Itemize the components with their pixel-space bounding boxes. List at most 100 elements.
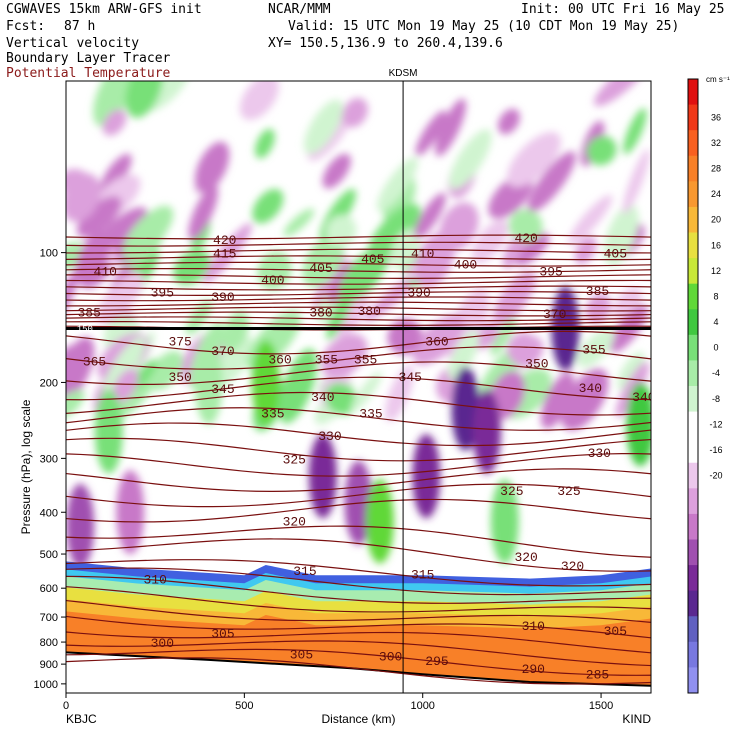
- theta-label: 305: [604, 624, 627, 639]
- wave-cell: [622, 149, 650, 214]
- x-tick-label: 0: [63, 700, 69, 712]
- theta-label: 330: [318, 429, 341, 444]
- colorbar-segment: [688, 411, 698, 438]
- theta-label: 395: [151, 285, 174, 300]
- y-tick-label: 700: [40, 612, 58, 624]
- wave-cell: [257, 251, 292, 290]
- theta-contour: [66, 376, 651, 401]
- wave-cell: [577, 329, 615, 368]
- theta-label: 345: [399, 370, 422, 385]
- colorbar-segment: [688, 360, 698, 387]
- wave-cell: [66, 389, 85, 420]
- colorbar-segment: [688, 258, 698, 285]
- x-tick-label: 500: [235, 700, 253, 712]
- colorbar-segment: [688, 386, 698, 413]
- colorbar-segment: [688, 667, 698, 694]
- theta-label: 390: [407, 285, 430, 300]
- theta-label: 340: [311, 390, 334, 405]
- wave-cell: [93, 81, 135, 127]
- colorbar-segment: [688, 513, 698, 540]
- theta-contour: [66, 631, 651, 654]
- wave-cell: [497, 108, 520, 135]
- wave-cell: [76, 196, 122, 238]
- colorbar-segment: [688, 232, 698, 259]
- theta-contour: [66, 361, 651, 386]
- x-axis-label: Distance (km): [321, 712, 395, 726]
- wave-cell: [321, 333, 368, 378]
- theta-label: 350: [525, 357, 548, 372]
- theta-contour: [66, 437, 651, 462]
- velocity-cell: [94, 389, 123, 474]
- theta-label: 355: [315, 352, 338, 367]
- colorbar-tick-label: 24: [711, 189, 721, 199]
- theta-contour: [66, 483, 651, 508]
- theta-contour: [66, 525, 651, 558]
- y-tick-label: 100: [40, 248, 58, 260]
- right-station-label: KIND: [622, 712, 651, 726]
- theta-contour: [66, 407, 651, 431]
- colorbar-segment: [688, 309, 698, 336]
- theta-contour: [66, 498, 651, 523]
- theta-label: 370: [543, 307, 566, 322]
- colorbar-tick-label: -12: [709, 419, 722, 429]
- theta-contour: [66, 316, 651, 322]
- theta-label: 380: [309, 306, 332, 321]
- model-title: CGWAVES 15km ARW-GFS init: [6, 2, 202, 17]
- wave-cell: [414, 192, 446, 239]
- field-label-potential-temperature: Potential Temperature: [6, 66, 171, 81]
- wave-cell: [322, 153, 351, 189]
- theta-label: 385: [586, 284, 609, 299]
- theta-label: 295: [425, 654, 448, 669]
- cross-section-coords: XY= 150.5,136.9 to 260.4,139.6: [268, 36, 503, 51]
- forecast-label: Fcst:: [6, 19, 46, 34]
- init-time: Init: 00 UTC Fri 16 May 25: [521, 2, 725, 17]
- theta-contour: [66, 274, 651, 279]
- theta-label: 300: [151, 636, 174, 651]
- theta-label: 405: [309, 261, 332, 276]
- colorbar-tick-label: 28: [711, 164, 721, 174]
- theta-contour: [66, 255, 651, 261]
- colorbar-tick-label: 32: [711, 138, 721, 148]
- wave-cell: [415, 110, 447, 156]
- wave-cell: [325, 214, 357, 248]
- colorbar-tick-label: 0: [713, 343, 718, 353]
- theta-label: 420: [514, 231, 537, 246]
- colorbar-segment: [688, 462, 698, 489]
- terrain-outline: [66, 651, 651, 687]
- y-tick-label: 1000: [34, 679, 58, 691]
- wave-cell: [540, 372, 575, 429]
- theta-contour: [66, 575, 651, 604]
- theta-contour: [66, 453, 651, 477]
- theta-label: 410: [94, 264, 117, 279]
- colorbar-tick-label: -8: [712, 394, 720, 404]
- wave-cell: [188, 184, 219, 241]
- theta-label: 415: [213, 247, 236, 262]
- colorbar-segment: [688, 437, 698, 464]
- wave-cell: [574, 236, 597, 265]
- wave-cell: [376, 157, 418, 211]
- theta-label: 315: [293, 564, 316, 579]
- theta-contour: [66, 468, 651, 492]
- theta-label: 320: [514, 550, 537, 565]
- wave-cell: [449, 129, 492, 190]
- velocity-cell: [451, 366, 480, 451]
- wave-cell: [342, 97, 368, 128]
- y-tick-label: 900: [40, 659, 58, 671]
- colorbar-segment: [688, 641, 698, 668]
- theta-contour: [66, 311, 651, 317]
- theta-contour: [66, 296, 651, 302]
- theta-contour: [66, 241, 651, 247]
- field-label-vertical-velocity: Vertical velocity: [6, 36, 140, 51]
- theta-label: 335: [359, 407, 382, 422]
- theta-label: 335: [261, 407, 284, 422]
- y-tick-label: 800: [40, 637, 58, 649]
- colorbar-segment: [688, 283, 698, 310]
- wave-cell: [506, 332, 538, 365]
- wave-cell: [96, 272, 144, 325]
- theta-contour: [66, 559, 651, 587]
- theta-label: 320: [561, 559, 584, 574]
- colorbar-tick-label: 36: [711, 112, 721, 122]
- wave-cell: [527, 151, 576, 213]
- colorbar-tick-label: 16: [711, 240, 721, 250]
